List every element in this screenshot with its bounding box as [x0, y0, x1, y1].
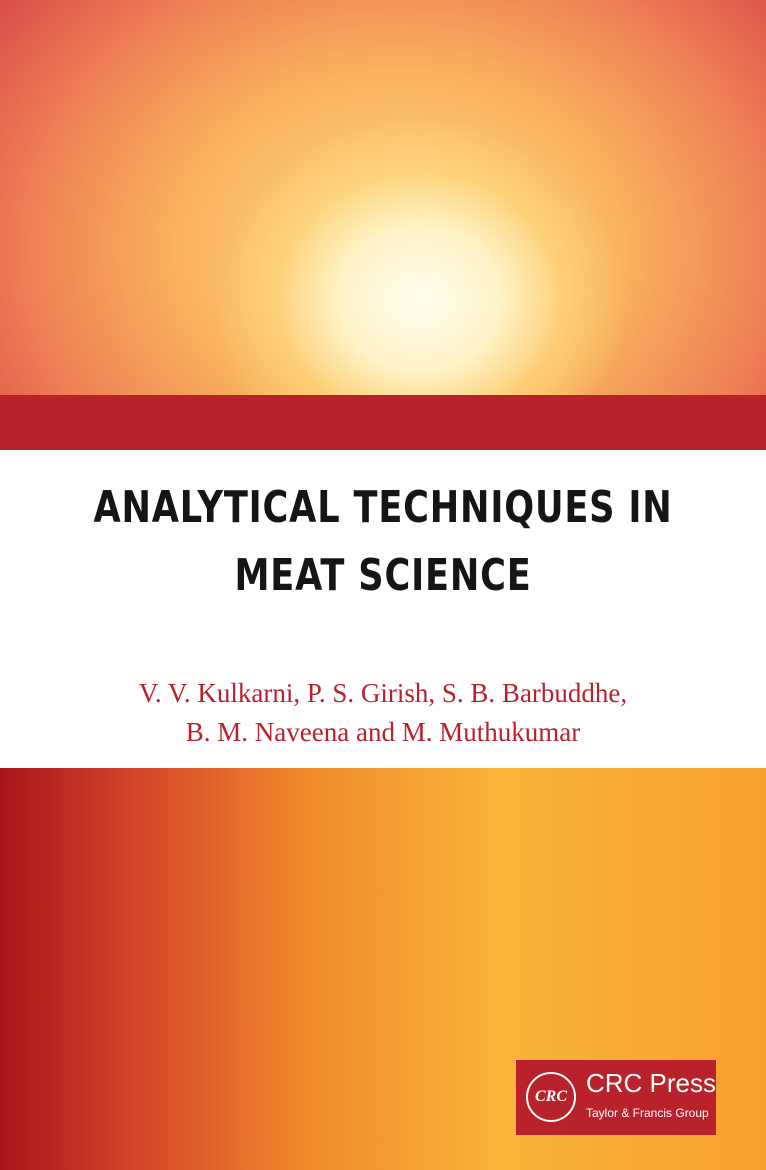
- authors-line-2: B. M. Naveena and M. Muthukumar: [185, 717, 581, 747]
- publisher-logo: CRC CRC Press Taylor & Francis Group: [516, 1060, 716, 1135]
- cover-top-image: [0, 0, 766, 395]
- crc-seal-icon: CRC: [526, 1072, 576, 1122]
- authors-line-1: V. V. Kulkarni, P. S. Girish, S. B. Barb…: [138, 678, 628, 708]
- book-title-line-2: MEAT SCIENCE: [234, 550, 532, 601]
- publisher-group: Taylor & Francis Group: [586, 1106, 709, 1120]
- book-title-line-1: ANALYTICAL TECHNIQUES IN: [93, 482, 673, 533]
- red-band: [0, 395, 766, 450]
- title-panel: [0, 450, 766, 768]
- publisher-name: CRC Press: [586, 1068, 717, 1098]
